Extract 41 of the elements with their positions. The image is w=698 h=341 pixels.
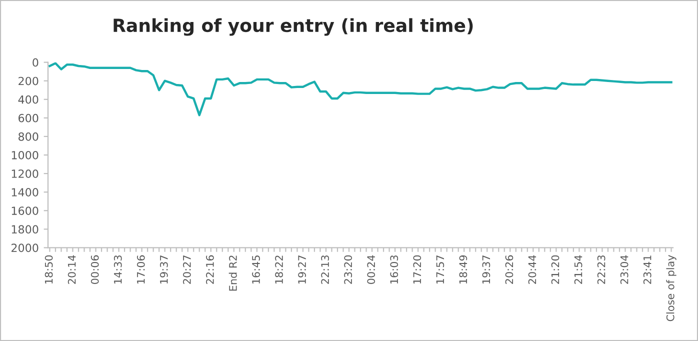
x-tick-label: 22:16 — [206, 255, 214, 284]
y-tick-label: 400 — [18, 95, 38, 104]
x-tick-label: 23:41 — [643, 256, 652, 284]
x-tick-label: 23:04 — [620, 255, 628, 284]
x-tick-label: 19:37 — [482, 256, 490, 284]
x-tick-label: 21:54 — [574, 255, 582, 284]
x-tick-label: 18:49 — [459, 255, 468, 284]
y-tick-label: 800 — [18, 132, 38, 141]
x-tick-label: 20:14 — [68, 255, 76, 284]
x-tick-label: 14:33 — [114, 255, 122, 284]
line-series — [48, 62, 672, 116]
x-tick-label: 19:37 — [160, 256, 168, 284]
x-tick-label: 23:20 — [344, 255, 352, 284]
x-tick-label: 22:23 — [597, 255, 606, 284]
y-tick-label: 1400 — [12, 188, 38, 196]
x-tick-label: End R2 — [228, 256, 237, 291]
y-tick-label: 0 — [32, 58, 38, 67]
x-tick-label: 16:03 — [390, 255, 398, 284]
x-tick-label: 17:20 — [413, 255, 422, 284]
y-tick-label: 600 — [18, 114, 38, 122]
x-tick-label: 19:27 — [298, 256, 306, 284]
x-tick-label: 22:13 — [321, 255, 329, 284]
x-tick-label: 00:06 — [90, 255, 99, 284]
x-tick-label: 17:06 — [136, 255, 145, 284]
x-tick-label: 00:24 — [367, 255, 376, 284]
y-tick-label: 200 — [18, 76, 38, 86]
x-tick-label: Close of play — [666, 254, 676, 322]
y-tick-label: 1800 — [12, 225, 38, 234]
chart-title: Ranking of your entry (in real time) — [114, 18, 473, 36]
x-tick-label: 20:27 — [182, 256, 191, 284]
x-tick-label: 17:57 — [436, 256, 444, 284]
x-tick-label: 20:26 — [505, 255, 514, 284]
y-tick-label: 2000 — [12, 244, 38, 252]
x-tick-label: 18:50 — [44, 255, 53, 284]
x-tick-label: 16:45 — [252, 256, 260, 284]
y-tick-label: 1200 — [12, 170, 38, 178]
y-tick-label: 1000 — [12, 150, 38, 160]
x-tick-label: 18:22 — [275, 256, 283, 284]
y-tick-label: 1600 — [12, 206, 38, 215]
x-tick-label: 20:44 — [528, 255, 536, 284]
x-tick-label: 21:20 — [551, 255, 560, 284]
